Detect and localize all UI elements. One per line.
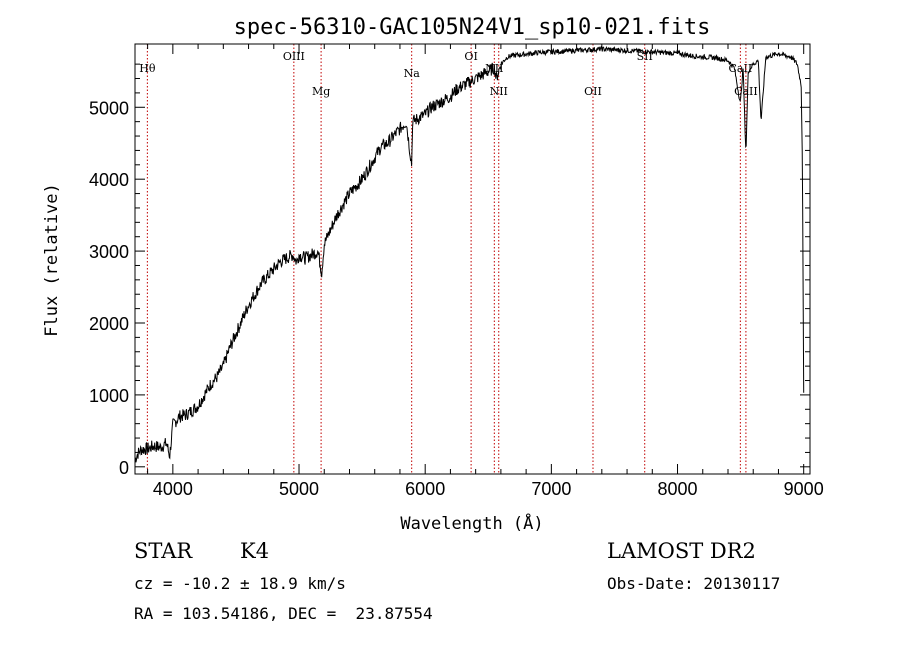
y-tick-label-2: 2000 [89, 314, 129, 334]
y-tick-label-0: 0 [119, 458, 129, 478]
line-label-0: Hθ [139, 62, 156, 75]
line-label-7: OII [584, 85, 602, 98]
survey-name: LAMOST DR2 [607, 539, 756, 563]
y-tick-label-1: 1000 [89, 386, 129, 406]
line-label-4: OI [464, 50, 477, 63]
x-tick-label-5: 9000 [784, 479, 824, 499]
obs-date: Obs-Date: 20130117 [607, 574, 781, 593]
line-label-2: Mg [312, 85, 330, 98]
line-label-10: CaII [734, 85, 758, 98]
x-tick-label-1: 5000 [279, 479, 319, 499]
x-tick-label-3: 7000 [531, 479, 571, 499]
object-class: STAR [134, 539, 193, 563]
x-tick-label-0: 4000 [153, 479, 193, 499]
line-label-1: OIII [283, 50, 305, 63]
y-tick-label-3: 3000 [89, 242, 129, 262]
y-tick-label-4: 4000 [89, 170, 129, 190]
y-axis-label: Flux (relative) [42, 183, 62, 337]
axes-frame [134, 43, 811, 475]
x-axis-label: Wavelength (Å) [400, 512, 543, 534]
object-subclass: K4 [240, 539, 270, 563]
line-label-8: SII [637, 50, 653, 63]
ra-dec-text: RA = 103.54186, DEC = 23.87554 [134, 604, 433, 623]
y-tick-label-5: 5000 [89, 98, 129, 118]
line-label-3: Na [404, 67, 421, 80]
x-tick-label-4: 8000 [657, 479, 697, 499]
spectrum-series [134, 45, 805, 463]
x-tick-label-2: 6000 [405, 479, 445, 499]
redshift-text: cz = -10.2 ± 18.9 km/s [134, 574, 346, 593]
line-label-6: NII [490, 85, 508, 98]
chart-title: spec-56310-GAC105N24V1_sp10-021.fits [234, 15, 711, 40]
